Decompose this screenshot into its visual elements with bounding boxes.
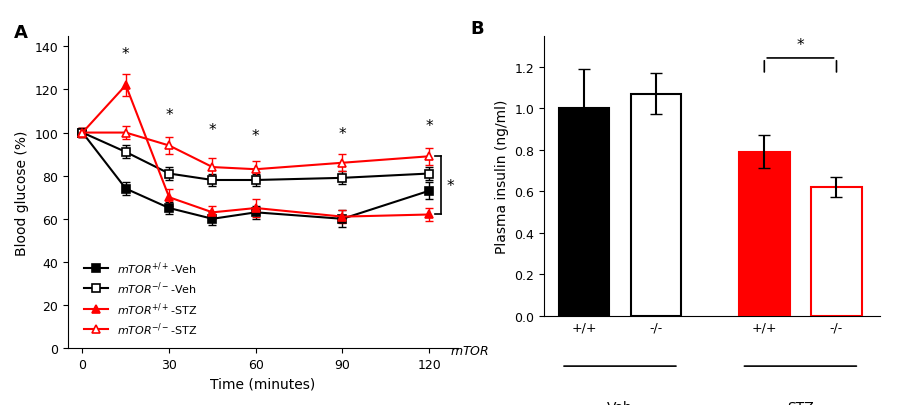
Text: *: * (209, 123, 216, 138)
Text: B: B (471, 20, 484, 38)
X-axis label: Time (minutes): Time (minutes) (210, 377, 316, 390)
Text: STZ: STZ (787, 400, 814, 405)
Y-axis label: Plasma insulin (ng/ml): Plasma insulin (ng/ml) (495, 99, 509, 253)
Text: Veh: Veh (607, 400, 633, 405)
Text: *: * (338, 127, 346, 142)
Bar (811, 188, 862, 316)
Text: *: * (165, 107, 173, 122)
Bar (559, 109, 610, 316)
Text: *: * (252, 129, 259, 144)
Y-axis label: Blood glucose (%): Blood glucose (%) (15, 130, 29, 255)
Text: *: * (122, 47, 130, 62)
Bar (739, 152, 790, 316)
Text: $\it{mTOR}$: $\it{mTOR}$ (450, 344, 490, 357)
Bar (630, 94, 681, 316)
Text: A: A (14, 24, 27, 42)
Text: *: * (796, 38, 805, 53)
Text: *: * (425, 118, 433, 133)
Legend: $\it{mTOR}$$^{+/+}$-Veh, $\it{mTOR}$$^{-/-}$-Veh, $\it{mTOR}$$^{+/+}$-STZ, $\it{: $\it{mTOR}$$^{+/+}$-Veh, $\it{mTOR}$$^{-… (82, 257, 200, 340)
Text: *: * (446, 179, 454, 194)
